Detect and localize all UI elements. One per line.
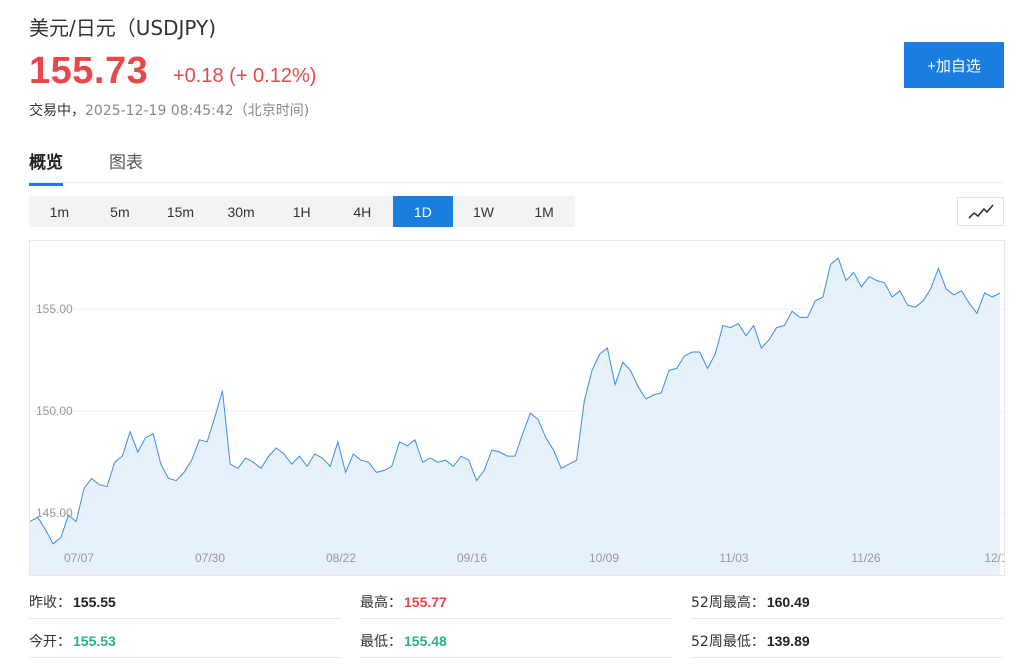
tab-overview[interactable]: 概览 [29, 148, 63, 186]
stat-label: 最高： [360, 594, 402, 611]
tab-chart[interactable]: 图表 [109, 153, 143, 173]
period-15m[interactable]: 15m [166, 203, 195, 220]
trading-status: 交易中，2025-12-19 08:45:42（北京时间) [29, 100, 309, 120]
x-tick-label: 07/30 [195, 551, 225, 565]
chart-type-button[interactable] [957, 197, 1004, 226]
y-tick-label: 150.00 [36, 404, 73, 418]
stat-value: 155.77 [404, 593, 447, 610]
status-label: 交易中， [29, 103, 85, 119]
stat-prev-close: 昨收： 155.55 [29, 585, 341, 619]
stat-value: 139.89 [766, 632, 810, 649]
price-area [30, 258, 1000, 575]
period-4h[interactable]: 4H [353, 203, 372, 220]
timestamp: 2025-12-19 08:45:42（北京时间) [85, 103, 310, 119]
period-1d[interactable]: 1D [392, 196, 454, 227]
period-1m[interactable]: 1m [49, 203, 70, 220]
x-tick-label: 11/03 [719, 551, 748, 565]
period-5m[interactable]: 5m [110, 203, 130, 220]
price-change: +0.18 (+ 0.12%) [173, 65, 317, 87]
x-tick-label: 10/09 [589, 551, 619, 565]
stat-low: 最低： 155.48 [360, 624, 672, 658]
stat-label: 52周最低： [691, 633, 765, 650]
period-1M[interactable]: 1M [534, 203, 554, 220]
stat-open: 今开： 155.53 [29, 624, 341, 658]
price-chart[interactable]: 145.00 150.00 155.00 07/07 07/30 08/22 09/16 10… [29, 240, 1008, 576]
current-price: 155.73 [29, 50, 149, 92]
y-tick-label: 145.00 [36, 506, 73, 520]
stat-label: 今开： [29, 633, 71, 650]
x-tick-label: 08/22 [326, 551, 356, 565]
stat-value: 155.55 [73, 593, 116, 610]
tab-bar: 概览 图表 [29, 140, 1004, 186]
stat-high: 最高： 155.77 [360, 585, 672, 619]
stat-52w-high: 52周最高： 160.49 [691, 585, 1003, 619]
period-30m[interactable]: 30m [227, 203, 255, 220]
x-tick-label: 09/16 [457, 551, 487, 565]
stat-52w-low: 52周最低： 139.89 [691, 624, 1003, 658]
page-title: 美元/日元（USDJPY) [29, 16, 217, 40]
x-tick-label: 07/07 [64, 551, 94, 565]
add-to-watchlist-button[interactable]: +加自选 [904, 42, 1004, 88]
line-chart-icon [967, 203, 994, 219]
stat-label: 52周最高： [691, 594, 765, 611]
x-tick-label: 11/26 [851, 551, 880, 565]
period-1h[interactable]: 1H [292, 203, 311, 220]
price-line [29, 257, 1001, 545]
period-selector: 1m 5m 15m 30m 1H 4H 1D 1W 1M [29, 196, 575, 227]
stat-value: 160.49 [766, 593, 810, 610]
price-chart-svg: 145.00 150.00 155.00 07/07 07/30 08/22 09/16 10… [29, 257, 1008, 575]
y-tick-label: 155.00 [36, 302, 73, 316]
stat-label: 最低： [360, 633, 402, 650]
x-tick-label: 12/1 [984, 551, 1004, 565]
stat-value: 155.53 [73, 632, 116, 649]
stat-label: 昨收： [29, 594, 71, 611]
period-1w[interactable]: 1W [472, 203, 494, 220]
stat-value: 155.48 [404, 632, 447, 649]
